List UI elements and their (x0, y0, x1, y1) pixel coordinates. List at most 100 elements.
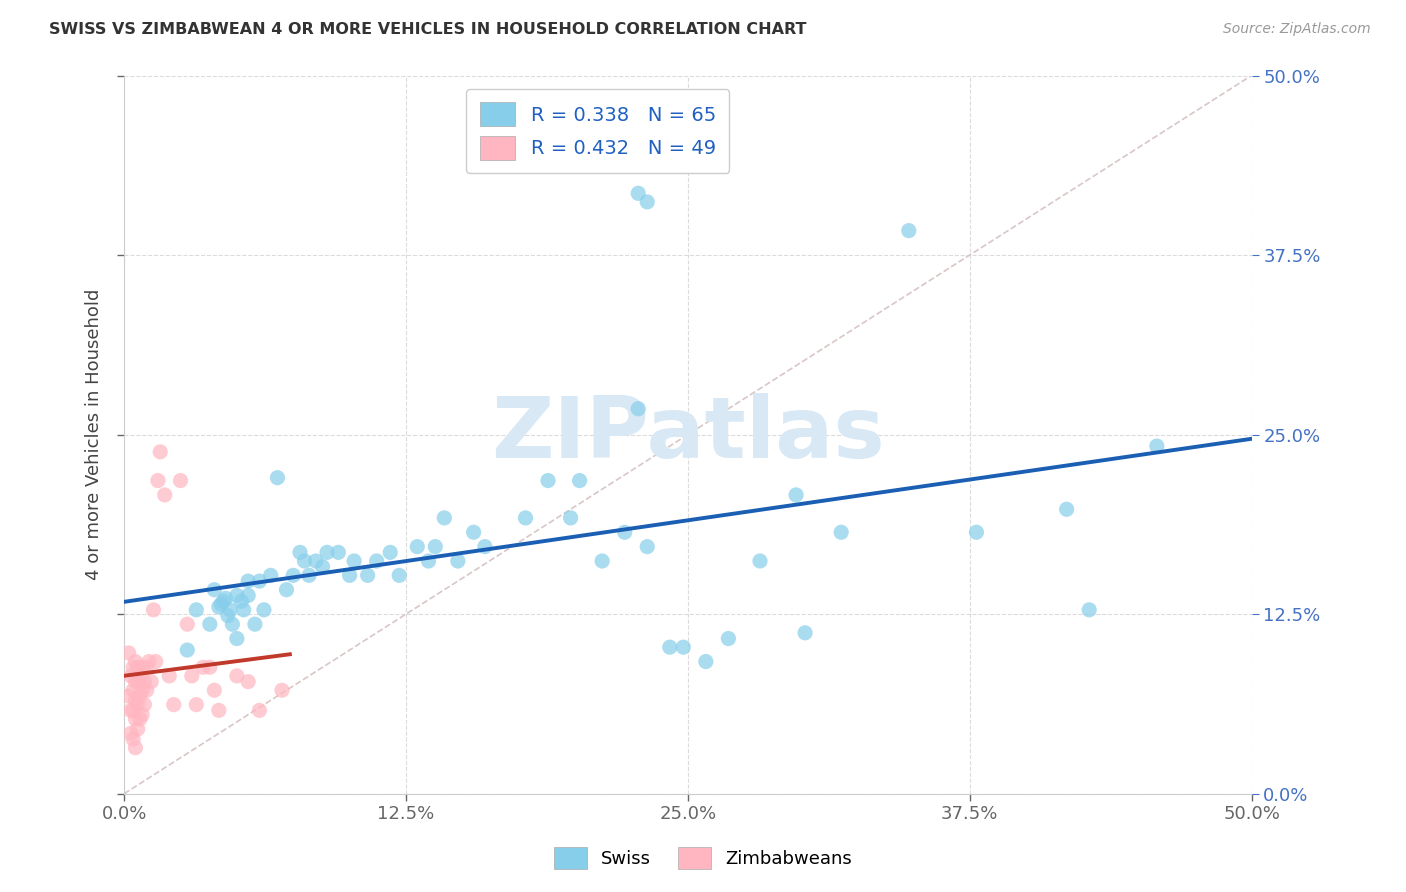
Point (749, 554, 772, 568)
Point (1078, 603, 1101, 617)
Point (294, 554, 316, 568)
Point (243, 617, 266, 632)
Point (122, 660, 145, 674)
Point (202, 683, 225, 698)
Point (198, 660, 221, 674)
Point (127, 660, 149, 674)
Point (117, 689, 139, 703)
Point (129, 689, 152, 703)
Point (965, 525, 987, 540)
Point (208, 703, 231, 717)
Point (1146, 439, 1168, 453)
Point (425, 540, 447, 554)
Point (186, 698, 208, 712)
Point (418, 554, 440, 568)
Point (474, 540, 496, 554)
Point (212, 594, 235, 608)
Point (276, 582, 298, 597)
Point (672, 640, 695, 655)
Point (613, 525, 636, 540)
Text: ZIPatlas: ZIPatlas (491, 393, 884, 476)
Point (568, 474, 591, 488)
Point (124, 693, 146, 707)
Y-axis label: 4 or more Vehicles in Household: 4 or more Vehicles in Household (86, 289, 103, 581)
Point (180, 669, 202, 683)
Point (141, 674, 163, 689)
Point (120, 726, 142, 740)
Point (149, 445, 172, 459)
Point (328, 545, 350, 559)
Point (433, 511, 456, 525)
Point (316, 545, 339, 559)
Point (169, 474, 191, 488)
Legend: Swiss, Zimbabweans: Swiss, Zimbabweans (546, 838, 860, 879)
Point (283, 568, 305, 582)
Point (537, 474, 560, 488)
Point (225, 669, 247, 683)
Point (153, 488, 176, 502)
Point (366, 554, 388, 568)
Point (717, 632, 740, 646)
Point (232, 603, 254, 617)
Text: SWISS VS ZIMBABWEAN 4 OR MORE VEHICLES IN HOUSEHOLD CORRELATION CHART: SWISS VS ZIMBABWEAN 4 OR MORE VEHICLES I… (49, 22, 807, 37)
Point (135, 683, 157, 698)
Point (627, 186, 650, 201)
Point (236, 674, 259, 689)
Point (1056, 502, 1078, 516)
Point (695, 655, 717, 669)
Point (463, 525, 485, 540)
Point (131, 660, 153, 674)
Point (120, 669, 142, 683)
Point (785, 488, 807, 502)
Point (298, 568, 321, 582)
Point (260, 568, 283, 582)
Point (591, 554, 613, 568)
Point (636, 194, 658, 209)
Point (127, 722, 149, 736)
Point (163, 698, 186, 712)
Point (388, 568, 411, 582)
Point (124, 674, 146, 689)
Point (897, 224, 920, 238)
Point (343, 554, 366, 568)
Text: Source: ZipAtlas.com: Source: ZipAtlas.com (1223, 22, 1371, 37)
Point (288, 545, 311, 559)
Point (515, 511, 537, 525)
Point (176, 643, 198, 657)
Point (129, 669, 152, 683)
Point (127, 698, 149, 712)
Point (219, 603, 242, 617)
Point (225, 589, 247, 603)
Point (447, 554, 470, 568)
Point (356, 568, 378, 582)
Point (236, 589, 259, 603)
Point (236, 574, 259, 588)
Point (146, 474, 169, 488)
Point (225, 632, 247, 646)
Point (249, 703, 271, 717)
Legend: R = 0.338   N = 65, R = 0.432   N = 49: R = 0.338 N = 65, R = 0.432 N = 49 (467, 89, 730, 173)
Point (122, 703, 145, 717)
Point (208, 599, 231, 614)
Point (134, 698, 156, 712)
Point (305, 554, 328, 568)
Point (406, 540, 429, 554)
Point (266, 471, 288, 485)
Point (198, 617, 221, 632)
Point (135, 660, 157, 674)
Point (214, 591, 236, 606)
Point (145, 655, 167, 669)
Point (186, 603, 208, 617)
Point (209, 597, 232, 611)
Point (658, 640, 681, 655)
Point (231, 594, 253, 608)
Point (124, 712, 146, 726)
Point (253, 603, 276, 617)
Point (221, 617, 243, 632)
Point (129, 712, 152, 726)
Point (830, 525, 852, 540)
Point (627, 401, 650, 416)
Point (249, 574, 271, 588)
Point (131, 707, 153, 722)
Point (122, 732, 145, 747)
